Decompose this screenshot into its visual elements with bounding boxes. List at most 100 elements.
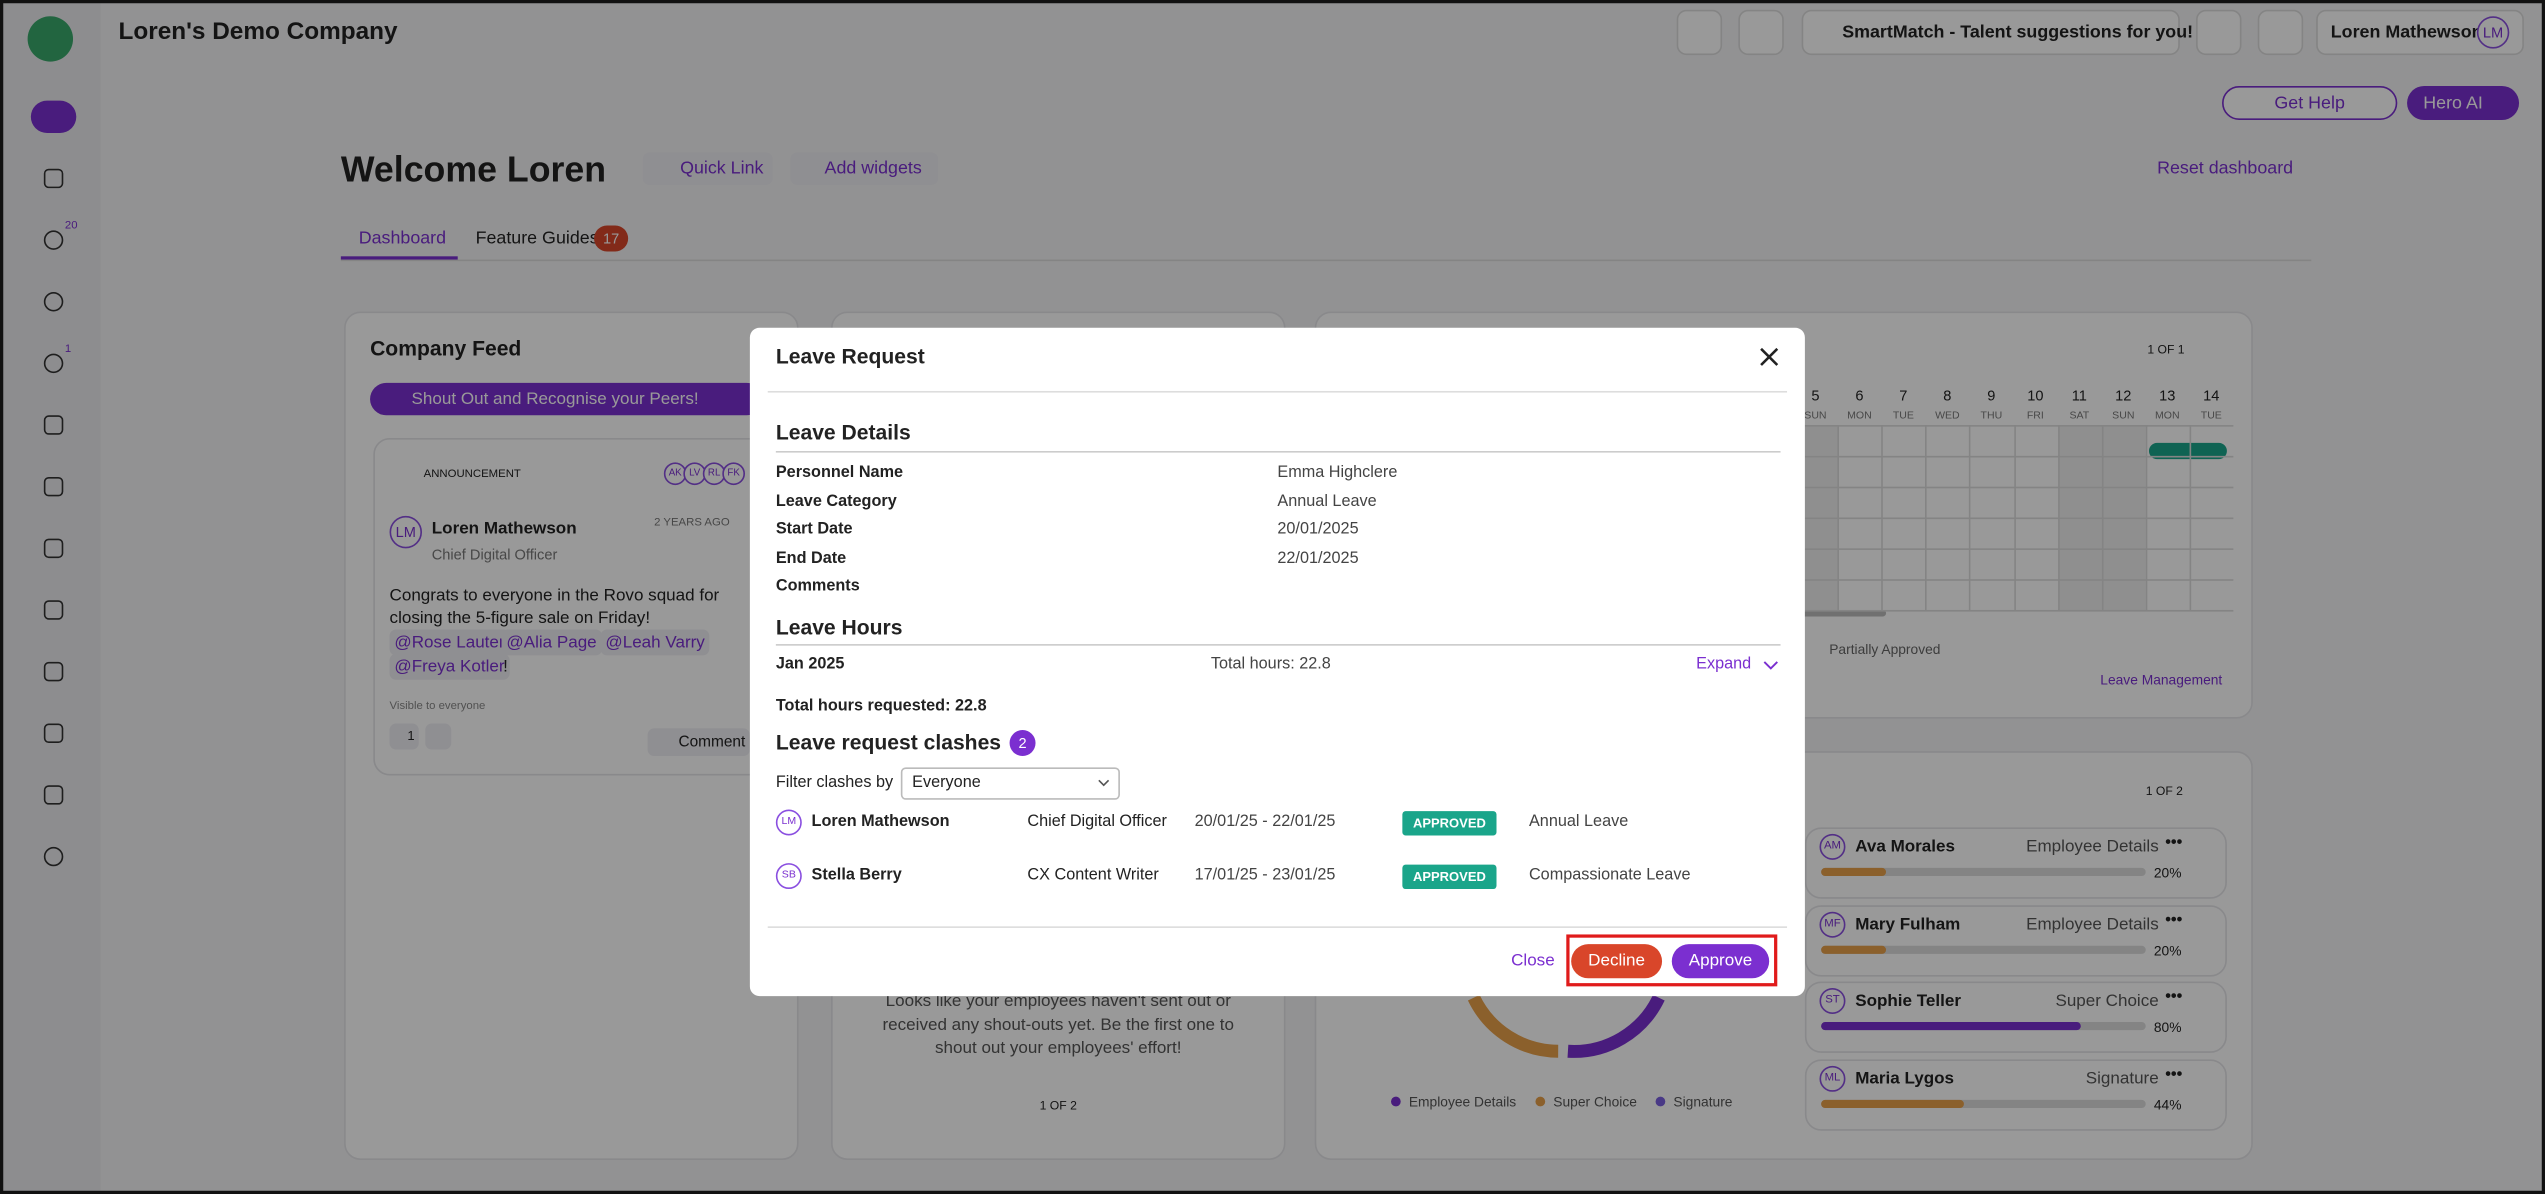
weekday: SAT	[2069, 410, 2090, 422]
smartmatch-text: SmartMatch - Talent suggestions for you!	[1842, 22, 2194, 43]
total-requested: Total hours requested: 22.8	[775, 697, 987, 716]
mention[interactable]: @Leah Varry	[600, 629, 710, 656]
day-number: 9	[1987, 387, 1996, 404]
grid-line	[1793, 579, 2234, 581]
grid-line	[1881, 425, 1884, 610]
chevron	[1098, 779, 1110, 787]
nav-icon[interactable]	[43, 168, 64, 189]
nav-icon[interactable]	[43, 230, 64, 250]
tab-label[interactable]: Dashboard	[358, 228, 447, 249]
post-time: 2 YEARS AGO	[654, 517, 730, 529]
smartmatch-button[interactable]	[1801, 9, 2180, 56]
grid-line	[2101, 425, 2104, 610]
legend-label: Super Choice	[1553, 1093, 1637, 1110]
reaction-count: 1	[407, 728, 415, 744]
nav-home[interactable]	[30, 100, 77, 134]
nav-icon[interactable]	[43, 846, 64, 867]
pager: 1 OF 2	[2145, 783, 2183, 799]
legend-label: Signature	[1673, 1093, 1733, 1110]
person-name: Ava Morales	[1855, 837, 1955, 857]
more-menu[interactable]: •••	[2165, 987, 2183, 1006]
nav-icon[interactable]	[43, 415, 64, 435]
more-menu[interactable]: •••	[2165, 833, 2183, 852]
weekday: TUE	[2200, 410, 2222, 422]
leave-management-link[interactable]: Leave Management	[2100, 671, 2223, 688]
nav-badge: 1	[64, 343, 72, 356]
notification-button[interactable]	[2257, 9, 2304, 56]
feed-title: Company Feed	[370, 335, 522, 361]
progress-label: 80%	[2153, 1018, 2182, 1036]
lab-button[interactable]	[2196, 9, 2242, 56]
person-card	[1804, 1058, 2227, 1130]
grid-line	[1793, 609, 2234, 612]
clash-avatar: SB	[775, 862, 802, 889]
filter-select[interactable]	[900, 767, 1120, 800]
legend-dot	[1390, 1096, 1401, 1107]
reaction-chip[interactable]	[389, 723, 419, 750]
tab-label[interactable]: Feature Guides	[475, 228, 599, 249]
comment-button[interactable]	[647, 728, 750, 756]
author-name: Loren Mathewson	[431, 519, 577, 539]
day-number: 10	[2027, 387, 2044, 404]
company-button[interactable]	[1738, 9, 1784, 56]
scrollbar	[1801, 609, 1887, 617]
progress-bar	[1821, 1022, 2081, 1031]
person-avatar: ML	[1819, 1065, 1846, 1091]
nav-icon[interactable]	[43, 353, 64, 374]
add-reaction[interactable]	[425, 723, 452, 750]
more-menu[interactable]: •••	[2165, 910, 2183, 929]
filter-value: Everyone	[912, 773, 981, 792]
grid-line	[1793, 548, 2234, 550]
person-avatar: MF	[1819, 910, 1846, 937]
help-button[interactable]	[2222, 85, 2398, 121]
nav-icon[interactable]	[43, 785, 64, 805]
legend-dot	[1655, 1096, 1666, 1107]
mention[interactable]: @Freya Kotler	[389, 653, 510, 680]
progress-bar	[1821, 944, 1887, 954]
nav-icon[interactable]	[43, 600, 64, 620]
progress-track	[1821, 867, 2146, 877]
modal	[749, 327, 1805, 997]
donut-chart	[1467, 994, 1665, 1058]
highlight-box	[1566, 934, 1778, 987]
day-number: 7	[1899, 387, 1908, 404]
grid-line	[1969, 425, 1972, 610]
mention[interactable]: @Rose Lauter	[389, 629, 510, 656]
close-button[interactable]: Close	[1511, 950, 1555, 971]
nav-icon[interactable]	[43, 292, 64, 312]
nav-icon[interactable]	[43, 723, 64, 744]
welcome-title: Welcome Loren	[340, 149, 607, 190]
quick-link-button[interactable]	[642, 152, 773, 185]
divider	[767, 390, 1788, 393]
nav-icon[interactable]	[43, 538, 64, 559]
day-number: 8	[1943, 387, 1952, 404]
progress-bar	[1821, 1099, 1964, 1108]
grid-line	[1793, 425, 2234, 427]
decline-button[interactable]	[1571, 944, 1663, 979]
ai-button[interactable]	[2407, 85, 2520, 121]
donut-segment	[1567, 994, 1665, 1058]
nav-icon[interactable]	[43, 476, 64, 497]
weekday: SUN	[2112, 410, 2135, 422]
close-icon[interactable]	[1758, 346, 1781, 369]
mention[interactable]: @Alia Page	[501, 629, 602, 656]
decline-label: Decline	[1588, 950, 1646, 971]
search-button[interactable]	[1676, 9, 1723, 56]
legend-label: Employee Details	[1408, 1093, 1517, 1110]
reset-link[interactable]: Reset dashboard	[2157, 158, 2294, 179]
clash-type: Annual Leave	[1528, 812, 1629, 831]
expand-button[interactable]: Expand	[1696, 655, 1752, 674]
shout-button[interactable]	[370, 382, 763, 416]
nav-icon[interactable]	[43, 661, 64, 682]
tabs-divider	[340, 259, 2312, 262]
clash-status: APPROVED	[1402, 863, 1497, 889]
approve-button[interactable]	[1671, 944, 1770, 979]
add-widgets-button[interactable]	[790, 152, 939, 185]
month: Jan 2025	[775, 655, 845, 674]
more-menu[interactable]: •••	[2165, 1065, 2183, 1083]
person-name: Maria Lygos	[1855, 1068, 1955, 1088]
post-kind: ANNOUNCEMENT	[423, 468, 521, 481]
company-name: Loren's Demo Company	[118, 17, 398, 46]
person-category: Super Choice	[2055, 991, 2159, 1011]
